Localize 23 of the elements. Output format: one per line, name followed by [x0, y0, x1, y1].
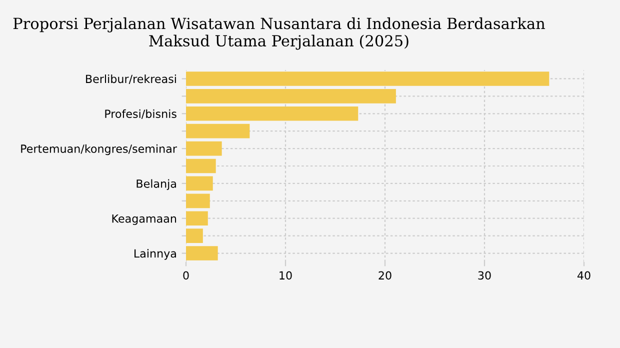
x-tick-label: 40 — [577, 271, 590, 280]
y-tick-label: Pertemuan/kongres/seminar — [21, 144, 177, 156]
bar — [186, 176, 213, 191]
bar — [186, 124, 250, 138]
y-tick-label: Lainnya — [134, 249, 176, 260]
bar — [186, 194, 210, 208]
y-tick-label: Keagamaan — [112, 214, 176, 225]
x-tick-label: 30 — [478, 271, 491, 280]
chart-title: Proporsi Perjalanan Wisatawan Nusantara di Indonesia Berdasarkan Maksud Utama Perjalanan (2025) — [13, 17, 545, 50]
bar — [186, 246, 218, 260]
bar — [186, 106, 358, 121]
bar — [186, 89, 396, 104]
y-tick-label: Profesi/bisnis — [105, 109, 176, 119]
bar — [186, 141, 222, 156]
x-tick-label: 20 — [378, 271, 392, 280]
x-tick-label: 10 — [280, 271, 292, 280]
x-tick-label: 0 — [183, 271, 189, 280]
y-tick-label: Belanja — [136, 179, 176, 190]
bar — [186, 211, 208, 226]
bar — [186, 228, 203, 243]
bar — [186, 72, 550, 86]
bar — [186, 158, 216, 174]
y-tick-label: Berlibur/rekreasi — [86, 74, 176, 84]
